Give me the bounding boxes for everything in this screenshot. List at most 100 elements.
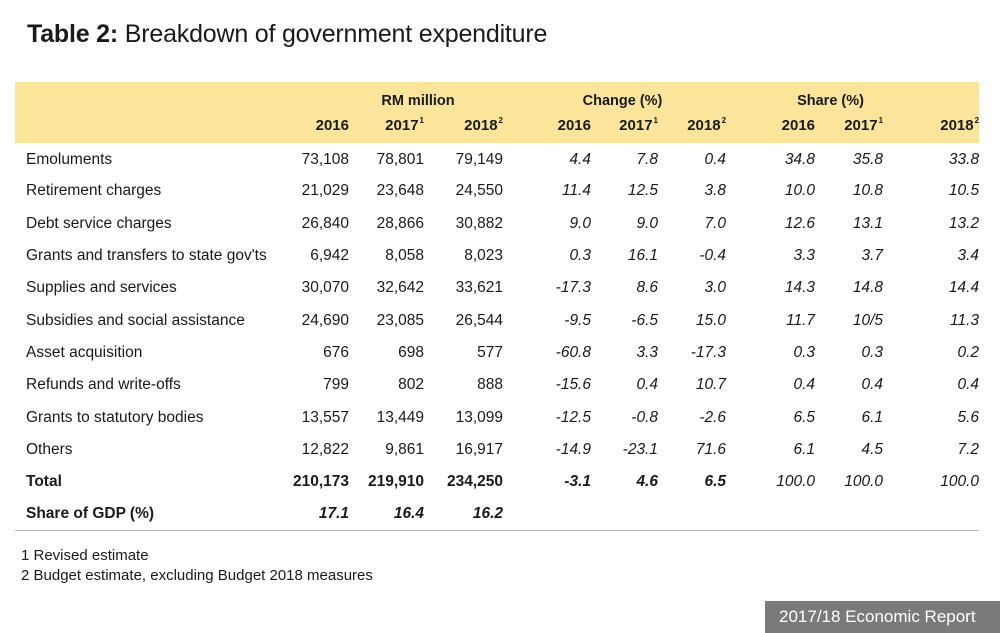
- share-value-cell: 100.0: [940, 473, 980, 491]
- change-value-cell: 9.0: [636, 214, 658, 232]
- table-row: Debt service charges 26,840 28,866 30,882 9.…: [15, 208, 979, 240]
- rm-value-cell: 799: [323, 376, 349, 394]
- share-value-cell: 7.2: [957, 440, 980, 458]
- change-value-cell: 7.0: [704, 214, 727, 232]
- rm-value-cell: 8,058: [385, 247, 424, 265]
- rm-value-cell: 13,099: [455, 408, 503, 426]
- change-value-cell: -9.5: [564, 311, 591, 329]
- change-value-cell: -23.1: [622, 440, 658, 458]
- change-value-cell: -3.1: [564, 473, 591, 491]
- row-label: Asset acquisition: [26, 343, 143, 361]
- share-value-cell: 10.0: [784, 182, 816, 200]
- footnote-marker: 1: [653, 116, 658, 125]
- table-header: RM million Change (%) Share (%) 2016 2017…: [15, 82, 980, 143]
- table-body: Emoluments 73,108 78,801 79,149 4.4 7.8 0.4 34.…: [15, 143, 980, 532]
- change-value-cell: 0.4: [636, 376, 658, 394]
- header-group-row: RM million Change (%) Share (%): [15, 82, 980, 112]
- rm-value-cell: 219,910: [367, 473, 424, 491]
- year-header-rm-0: 2016: [273, 112, 349, 143]
- change-value-cell: 11.4: [561, 182, 591, 200]
- footnote-2: 2 Budget estimate, excluding Budget 2018…: [21, 566, 373, 584]
- rm-value-cell: 79,149: [455, 151, 503, 169]
- year-header-rm-2: 20182: [424, 112, 503, 143]
- share-value-cell: 6.1: [793, 440, 816, 458]
- header-change: Change (%): [582, 93, 663, 109]
- share-value-cell: 14.4: [948, 279, 980, 297]
- share-value-cell: 0.4: [861, 376, 884, 394]
- share-value-cell: 3.7: [861, 247, 884, 265]
- change-value-cell: 71.6: [695, 440, 727, 458]
- footnote-marker: 2: [721, 116, 727, 125]
- change-value-cell: 4.6: [636, 473, 658, 491]
- change-value-cell: 8.6: [636, 279, 658, 297]
- share-value-cell: 0.4: [957, 376, 980, 394]
- row-label: Emoluments: [26, 151, 113, 169]
- rm-value-cell: 13,557: [301, 408, 349, 426]
- year-header-share-2: 20182: [883, 112, 979, 143]
- share-value-cell: 34.8: [784, 151, 816, 169]
- table-title-text: Breakdown of government expenditure: [124, 20, 548, 48]
- change-value-cell: 0.4: [704, 151, 727, 169]
- rm-value-cell: 234,250: [446, 473, 503, 491]
- rm-value-cell: 802: [398, 376, 424, 394]
- change-value-cell: -17.3: [555, 279, 591, 297]
- row-label: Total: [26, 473, 62, 491]
- change-value-cell: -0.4: [699, 247, 727, 265]
- share-value-cell: 3.3: [793, 247, 816, 265]
- share-value-cell: 0.3: [793, 343, 816, 361]
- footnote-marker: 1: [419, 116, 424, 125]
- row-label: Refunds and write-offs: [26, 376, 181, 394]
- table-title-number: Table 2:: [27, 20, 119, 48]
- share-value-cell: 100.0: [776, 473, 816, 491]
- rm-value-cell: 8,023: [464, 247, 503, 265]
- footnote-marker: 2: [498, 116, 503, 125]
- share-value-cell: 6.5: [793, 408, 816, 426]
- year-header-share-1: 20171: [815, 112, 883, 143]
- table-title: Table 2: Breakdown of government expendi…: [27, 18, 547, 50]
- share-value-cell: 0.3: [861, 343, 884, 361]
- header-rm-million: RM million: [381, 93, 455, 109]
- change-value-cell: 4.4: [569, 151, 591, 169]
- rm-value-cell: 23,085: [376, 311, 424, 329]
- row-label: Retirement charges: [26, 182, 162, 200]
- rm-value-cell: 24,550: [455, 182, 503, 200]
- change-value-cell: -2.6: [699, 408, 727, 426]
- rm-value-cell: 16.4: [349, 498, 424, 532]
- rm-value-cell: 17.1: [273, 498, 349, 532]
- rm-value-cell: 13,449: [376, 408, 424, 426]
- row-label: Supplies and services: [26, 279, 177, 297]
- rm-value-cell: 26,544: [455, 311, 503, 329]
- change-value-cell: -14.9: [555, 440, 591, 458]
- change-value-cell: 7.8: [636, 151, 658, 169]
- share-value-cell: 14.3: [784, 279, 816, 297]
- change-value-cell: 3.3: [636, 343, 658, 361]
- share-value-cell: 11.7: [786, 311, 816, 329]
- year-label: 2018: [687, 117, 721, 134]
- rm-value-cell: 698: [398, 343, 424, 361]
- year-label: 2018: [464, 117, 498, 134]
- year-label: 2018: [940, 117, 974, 134]
- total-row: Total 210,173 219,910 234,250 -3.1 4.6 6.5 100.…: [15, 466, 979, 498]
- rm-value-cell: 78,801: [376, 151, 424, 169]
- rm-value-cell: 888: [477, 376, 503, 394]
- footnotes: 1 Revised estimate 2 Budget estimate, ex…: [21, 546, 373, 585]
- year-label: 2016: [557, 117, 591, 134]
- share-value-cell: 10.8: [852, 182, 884, 200]
- footnote-marker: 1: [878, 116, 884, 125]
- rm-value-cell: 9,861: [385, 440, 424, 458]
- change-value-cell: -12.5: [555, 408, 591, 426]
- table-row: Refunds and write-offs 799 802 888 -15.6 0.4 1…: [15, 369, 979, 401]
- table-row: Supplies and services 30,070 32,642 33,621 -…: [15, 272, 979, 304]
- row-label: Subsidies and social assistance: [26, 311, 245, 329]
- rm-value-cell: 6,942: [310, 247, 349, 265]
- rm-value-cell: 16.2: [424, 498, 503, 532]
- share-value-cell: 13.1: [852, 214, 884, 232]
- change-value-cell: -15.6: [555, 376, 591, 394]
- rm-value-cell: 30,070: [301, 279, 349, 297]
- year-header-change-1: 20171: [591, 112, 658, 143]
- rm-value-cell: 16,917: [455, 440, 503, 458]
- expenditure-table: RM million Change (%) Share (%) 2016 2017…: [15, 82, 980, 532]
- table-row: Asset acquisition 676 698 577 -60.8 3.3 -17.3 0…: [15, 337, 979, 369]
- row-label: Grants to statutory bodies: [26, 408, 204, 426]
- change-value-cell: 12.5: [627, 182, 658, 200]
